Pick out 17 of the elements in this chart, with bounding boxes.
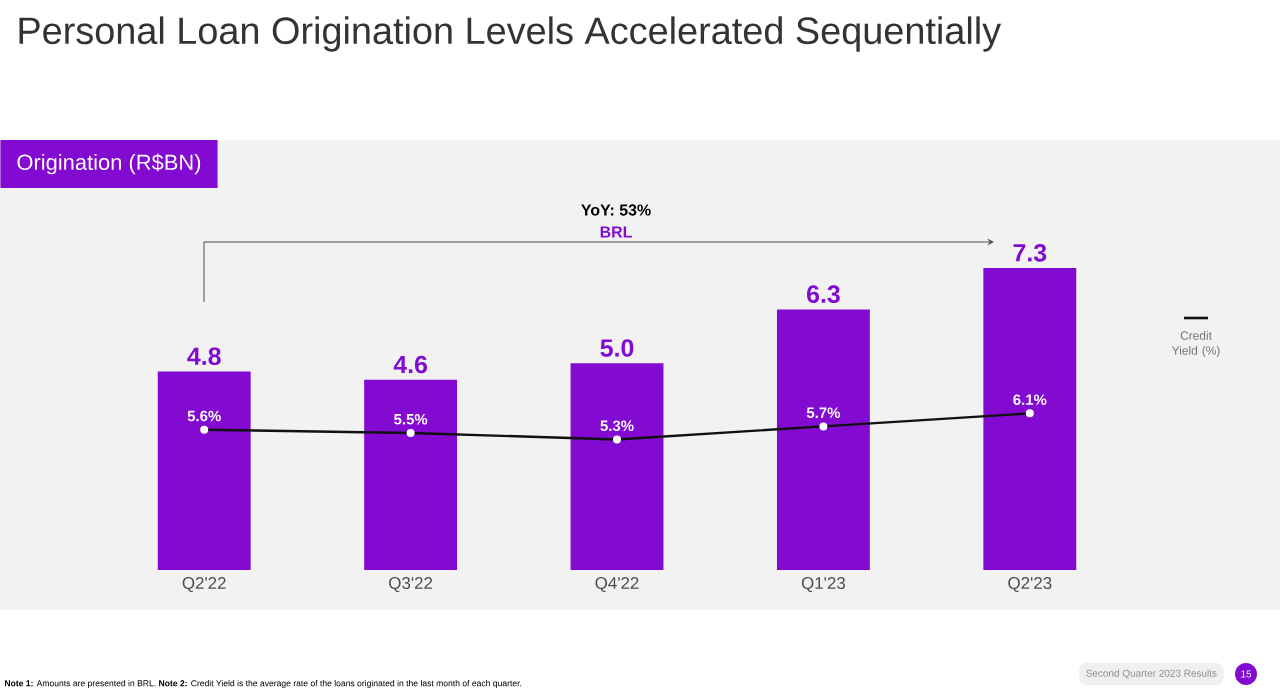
chart-title: Personal Loan Origination Levels Accelerated Sequentially [19, 16, 1002, 52]
x-tick-label: Q1'23 [801, 577, 846, 593]
text: Origination (R$BN) [17, 153, 201, 175]
x-tick-label: Q3'22 [389, 577, 433, 593]
data-label: 7.3 [1013, 243, 1047, 262]
x-tick-label: Q2'23 [1008, 577, 1052, 593]
data-label: 6.3 [807, 285, 840, 304]
data-label: 5.0 [600, 339, 634, 357]
bar [983, 268, 1077, 570]
bar [364, 379, 458, 570]
bar [570, 363, 664, 570]
x-tick-label: Q2'22 [182, 577, 226, 593]
data-label: 4.8 [187, 347, 221, 366]
bar [157, 371, 251, 570]
x-tick-label: Q4'22 [595, 577, 639, 593]
bar [776, 309, 870, 570]
data-label: 4.6 [393, 355, 428, 374]
